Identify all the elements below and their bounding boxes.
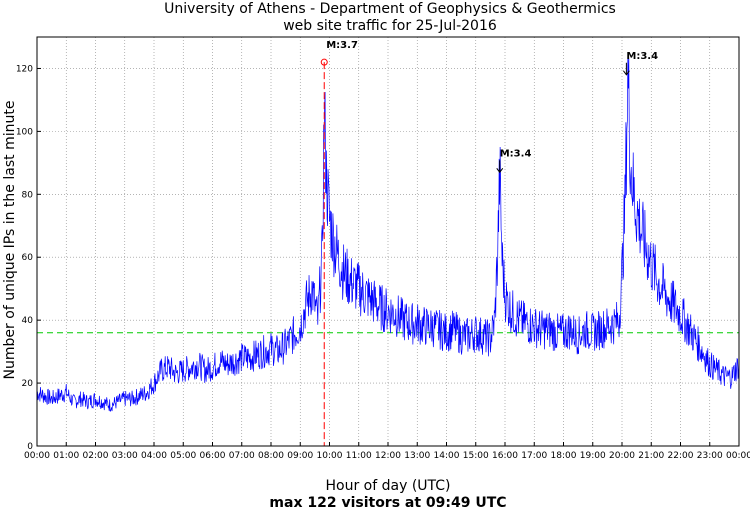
annotations: M:3.7 M:3.4 M:3.4 bbox=[320, 40, 658, 446]
annotation-arrowhead bbox=[622, 70, 630, 76]
x-tick-label: 11:00 bbox=[346, 451, 372, 461]
x-tick-label: 07:00 bbox=[229, 451, 255, 461]
y-axis-ticks: 0 20 40 60 80 100 120 bbox=[16, 64, 41, 452]
x-tick-label: 20:00 bbox=[609, 451, 635, 461]
x-tick-label: 05:00 bbox=[170, 451, 196, 461]
x-tick-label: 23:00 bbox=[697, 451, 723, 461]
x-axis-label: Hour of day (UTC) bbox=[326, 478, 451, 494]
y-tick-label: 40 bbox=[22, 316, 34, 326]
chart-title: University of Athens - Department of Geo… bbox=[164, 1, 616, 17]
annotation-arrowhead bbox=[496, 167, 504, 174]
x-tick-label: 21:00 bbox=[638, 451, 664, 461]
y-tick-label: 20 bbox=[22, 379, 34, 389]
x-tick-label: 16:00 bbox=[492, 451, 518, 461]
x-tick-label: 14:00 bbox=[434, 451, 460, 461]
x-tick-label: 02:00 bbox=[83, 451, 109, 461]
annotation-marker bbox=[320, 58, 328, 66]
x-tick-label: 00:00 bbox=[726, 451, 750, 461]
chart-subtitle: web site traffic for 25-Jul-2016 bbox=[283, 18, 497, 34]
chart-footer: max 122 visitors at 09:49 UTC bbox=[269, 495, 506, 511]
annotation-label: M:3.7 bbox=[326, 40, 358, 51]
y-tick-label: 80 bbox=[22, 190, 34, 200]
x-tick-label: 10:00 bbox=[317, 451, 343, 461]
x-tick-label: 09:00 bbox=[287, 451, 313, 461]
series-line bbox=[36, 54, 740, 412]
x-tick-label: 04:00 bbox=[141, 451, 167, 461]
x-tick-label: 06:00 bbox=[200, 451, 226, 461]
annotation-label: M:3.4 bbox=[626, 51, 658, 62]
y-tick-label: 120 bbox=[16, 64, 33, 74]
x-tick-label: 00:00 bbox=[24, 451, 50, 461]
y-axis-label: Number of unique IPs in the last minute bbox=[2, 101, 18, 380]
y-tick-label: 60 bbox=[22, 253, 34, 263]
x-axis-ticks: 00:00 01:00 02:00 03:00 04:00 05:00 06:00 07:00… bbox=[24, 442, 750, 461]
x-tick-label: 19:00 bbox=[580, 451, 606, 461]
x-tick-label: 12:00 bbox=[375, 451, 401, 461]
x-tick-label: 17:00 bbox=[521, 451, 547, 461]
x-tick-label: 18:00 bbox=[551, 451, 577, 461]
x-tick-label: 08:00 bbox=[258, 451, 284, 461]
grid bbox=[37, 37, 739, 446]
x-tick-label: 03:00 bbox=[112, 451, 138, 461]
annotation-label: M:3.4 bbox=[500, 148, 532, 159]
x-tick-label: 01:00 bbox=[53, 451, 79, 461]
x-tick-label: 15:00 bbox=[463, 451, 489, 461]
x-tick-label: 22:00 bbox=[668, 451, 694, 461]
y-tick-label: 0 bbox=[27, 442, 33, 452]
y-tick-label: 100 bbox=[16, 127, 33, 137]
x-tick-label: 13:00 bbox=[404, 451, 430, 461]
